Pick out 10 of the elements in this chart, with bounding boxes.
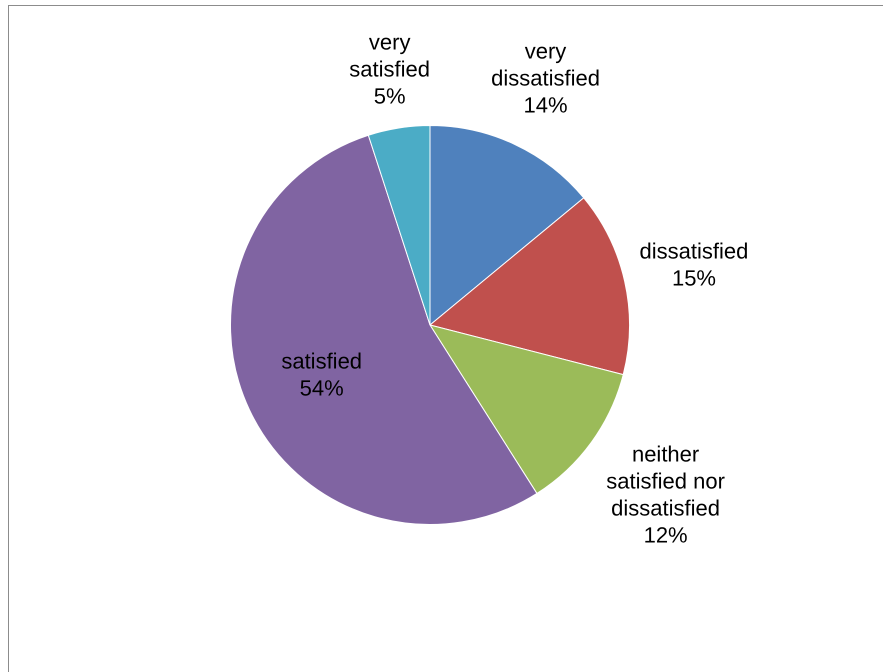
slice-label: dissatisfied [640,238,748,264]
data-label: 5% [374,83,406,108]
slice-label: satisfied [281,348,362,374]
slice-label: neither satisfied nor dissatisfied [606,442,725,521]
data-label: 14% [523,92,568,118]
data-label: 54% [300,376,344,401]
slice-label: very dissatisfied [491,38,600,91]
slice-label: very satisfied [349,29,430,82]
data-label: 12% [644,522,688,548]
data-label: 15% [672,266,716,291]
